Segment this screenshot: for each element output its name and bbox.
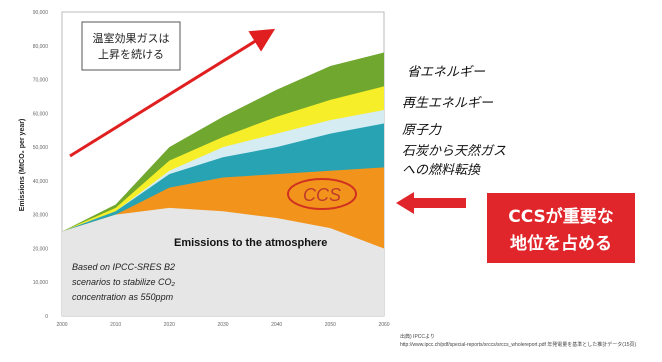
basis-note-line3: concentration as 550ppm bbox=[72, 292, 174, 302]
x-tick-label: 2040 bbox=[271, 322, 282, 328]
callout-line1: CCSが重要な bbox=[508, 206, 614, 227]
y-axis-label: Emissions (MtCO₂ per year) bbox=[19, 119, 26, 212]
basis-note-line2: scenarios to stabilize CO₂ bbox=[72, 277, 176, 287]
callout-line2: 地位を占める bbox=[510, 233, 612, 254]
source-line1: 出典) IPCCより bbox=[400, 333, 435, 340]
ccs-inside-label: CCS bbox=[303, 185, 341, 205]
y-tick-label: 20,000 bbox=[33, 246, 49, 252]
trend-arrow bbox=[69, 28, 276, 158]
x-tick-label: 2030 bbox=[217, 322, 228, 328]
basis-note-line1: Based on IPCC-SRES B2 bbox=[72, 262, 175, 272]
x-ticks: 2000 2010 2020 2030 2040 2050 2060 bbox=[56, 322, 389, 328]
y-tick-label: 40,000 bbox=[33, 179, 49, 185]
label-efficiency: 省エネルギー bbox=[407, 64, 486, 80]
trend-box-line2: 上昇を続ける bbox=[98, 47, 164, 61]
source-line2: http://www.ipcc.ch/pdf/special-reports/s… bbox=[400, 341, 637, 348]
callout-arrow bbox=[396, 192, 466, 214]
label-renewables: 再生エネルギー bbox=[402, 95, 494, 111]
y-tick-label: 70,000 bbox=[33, 78, 49, 84]
trend-box bbox=[81, 21, 181, 71]
y-tick-label: 0 bbox=[45, 314, 48, 320]
y-tick-label: 60,000 bbox=[33, 111, 49, 117]
ccs-oval bbox=[287, 178, 357, 210]
label-fuel-switch-2: への燃料転換 bbox=[402, 163, 481, 178]
label-nuclear: 原子力 bbox=[402, 123, 442, 138]
x-tick-label: 2010 bbox=[110, 322, 121, 328]
y-tick-label: 10,000 bbox=[33, 280, 49, 286]
y-ticks: 0 10,000 20,000 30,000 40,000 50,000 60,000 70,… bbox=[33, 10, 49, 320]
y-tick-label: 90,000 bbox=[33, 10, 49, 16]
y-tick-label: 50,000 bbox=[33, 145, 49, 151]
stacked-areas bbox=[62, 52, 384, 317]
x-tick-label: 2050 bbox=[325, 322, 336, 328]
callout-box bbox=[485, 191, 637, 265]
atmosphere-label: Emissions to the atmosphere bbox=[174, 237, 327, 249]
area-atmosphere bbox=[62, 207, 384, 316]
trend-box-line1: 温室効果ガスは bbox=[93, 31, 170, 45]
x-tick-label: 2020 bbox=[164, 322, 175, 328]
label-fuel-switch-1: 石炭から天然ガス bbox=[402, 143, 506, 159]
x-tick-label: 2060 bbox=[378, 322, 389, 328]
x-tick-label: 2000 bbox=[56, 322, 67, 328]
y-tick-label: 80,000 bbox=[33, 44, 49, 50]
y-tick-label: 30,000 bbox=[33, 213, 49, 219]
